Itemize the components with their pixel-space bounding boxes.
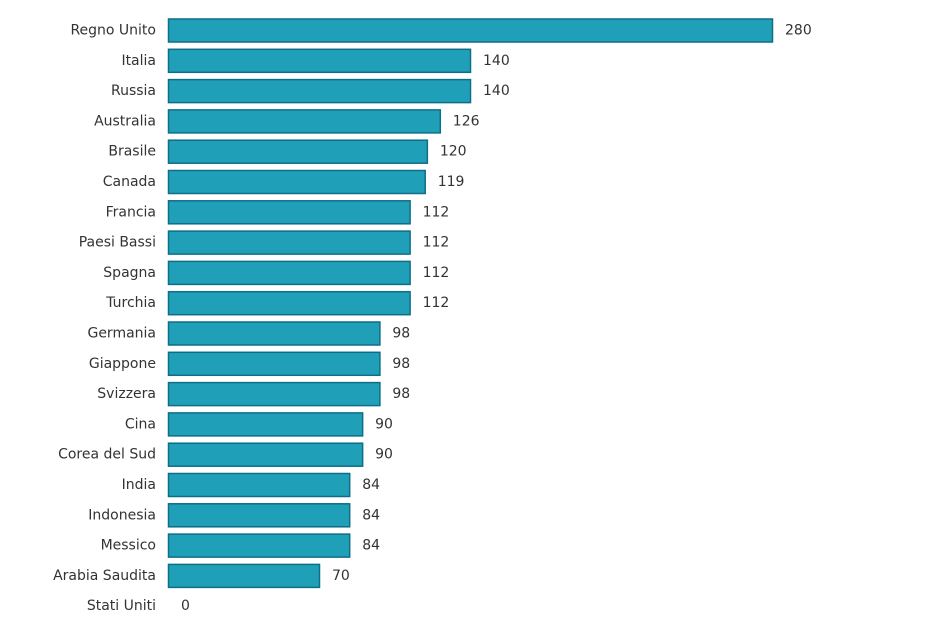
category-label-canada: Canada — [103, 174, 156, 190]
bar-messico — [167, 533, 351, 558]
category-label-turchia: Turchia — [105, 295, 156, 311]
value-label-canada: 119 — [438, 174, 465, 190]
bars-group — [167, 18, 774, 589]
category-label-india: India — [122, 477, 156, 493]
category-label-svizzera: Svizzera — [97, 386, 156, 402]
category-label-spagna: Spagna — [103, 265, 156, 281]
value-label-italia: 140 — [483, 53, 510, 69]
category-label-australia: Australia — [94, 113, 156, 129]
bar-paesi-bassi — [167, 230, 411, 255]
category-label-italia: Italia — [121, 53, 156, 69]
value-label-paesi-bassi: 112 — [423, 235, 450, 251]
value-label-svizzera: 98 — [392, 386, 410, 402]
bar-svizzera — [167, 381, 381, 407]
value-label-corea-del-sud: 90 — [375, 447, 393, 463]
category-label-corea-del-sud: Corea del Sud — [58, 447, 156, 463]
category-labels-group: Regno Unito Italia Russia Australia Brasile C… — [53, 23, 156, 615]
bar-germania — [167, 321, 381, 346]
bar-giappone — [167, 351, 381, 377]
value-label-indonesia: 84 — [362, 507, 380, 523]
category-label-germania: Germania — [87, 326, 156, 342]
bar-cina — [167, 412, 364, 437]
bar-russia — [167, 78, 472, 104]
value-label-francia: 112 — [423, 204, 450, 220]
value-label-russia: 140 — [483, 83, 510, 99]
value-labels-group: 2801401401261201191121121121129898989090… — [181, 23, 812, 615]
bar-australia — [167, 109, 442, 134]
bar-arabia-saudita — [167, 563, 321, 589]
category-label-paesi-bassi: Paesi Bassi — [79, 235, 156, 251]
value-label-giappone: 98 — [392, 356, 410, 372]
bar-canada — [167, 169, 426, 195]
bar-regno-unito — [167, 18, 774, 43]
value-label-regno-unito: 280 — [785, 23, 812, 39]
bar-turchia — [167, 290, 411, 316]
value-label-messico: 84 — [362, 538, 380, 554]
category-label-brasile: Brasile — [108, 144, 156, 160]
value-label-india: 84 — [362, 477, 380, 493]
category-label-messico: Messico — [101, 538, 156, 554]
bar-italia — [167, 48, 472, 74]
category-label-cina: Cina — [125, 416, 156, 432]
value-label-cina: 90 — [375, 416, 393, 432]
category-label-regno-unito: Regno Unito — [70, 23, 156, 39]
value-label-spagna: 112 — [423, 265, 450, 281]
category-label-stati-uniti: Stati Uniti — [87, 598, 156, 614]
value-label-australia: 126 — [453, 113, 480, 129]
bar-francia — [167, 200, 411, 225]
category-label-indonesia: Indonesia — [88, 507, 156, 523]
bar-indonesia — [167, 503, 351, 528]
category-label-giappone: Giappone — [89, 356, 156, 372]
bar-brasile — [167, 139, 429, 164]
value-label-arabia-saudita: 70 — [332, 568, 350, 584]
bar-spagna — [167, 260, 411, 286]
category-label-francia: Francia — [106, 204, 156, 220]
value-label-brasile: 120 — [440, 144, 467, 160]
value-label-germania: 98 — [392, 326, 410, 342]
bar-india — [167, 472, 351, 498]
category-label-arabia-saudita: Arabia Saudita — [53, 568, 156, 584]
category-label-russia: Russia — [111, 83, 156, 99]
value-label-stati-uniti: 0 — [181, 598, 190, 614]
value-label-turchia: 112 — [423, 295, 450, 311]
bar-corea-del-sud — [167, 442, 364, 467]
